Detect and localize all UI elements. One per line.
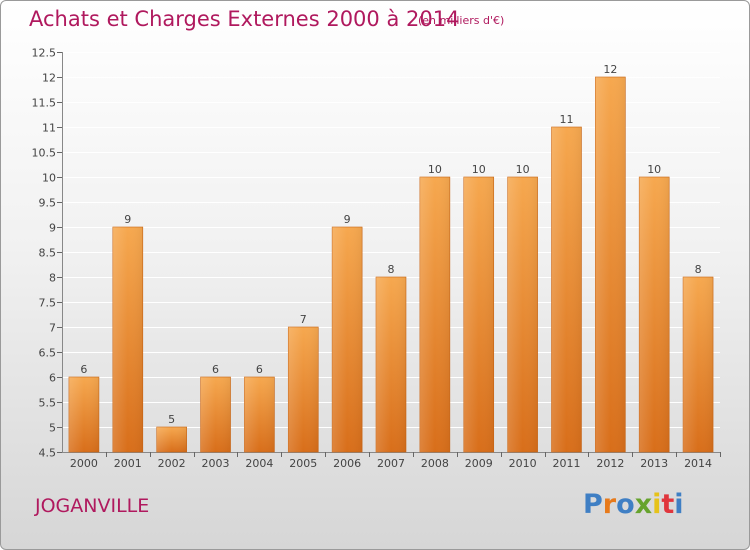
value-label: 9	[124, 213, 131, 226]
bar-shade	[332, 227, 363, 452]
x-tick-label: 2002	[158, 457, 186, 470]
bar-shade	[288, 327, 319, 452]
bar-shade	[419, 177, 450, 452]
city-name: JOGANVILLE	[35, 495, 150, 517]
y-tick-label: 8	[49, 272, 56, 285]
bar-shade	[683, 277, 714, 452]
y-tick-label: 5	[49, 422, 56, 435]
value-label: 9	[344, 213, 351, 226]
value-label: 10	[428, 163, 442, 176]
logo-letter: P	[583, 489, 603, 520]
chart-subtitle: (en milliers d'€)	[418, 14, 505, 27]
bar-shade	[200, 377, 231, 452]
y-tick-label: 8.5	[39, 247, 57, 260]
y-tick-label: 9	[49, 222, 56, 235]
value-label: 5	[168, 413, 175, 426]
y-tick-label: 7	[49, 322, 56, 335]
value-label: 6	[212, 363, 219, 376]
bar-shade	[551, 127, 582, 452]
logo-letter: t	[661, 489, 675, 520]
y-tick-label: 5.5	[39, 397, 57, 410]
y-tick-label: 9.5	[39, 197, 57, 210]
x-tick-label: 2013	[640, 457, 668, 470]
bar-shade	[595, 77, 626, 452]
x-tick-label: 2012	[596, 457, 624, 470]
value-label: 11	[559, 113, 573, 126]
bar-shade	[639, 177, 670, 452]
x-tick-label: 2014	[684, 457, 712, 470]
bar-shade	[68, 377, 99, 452]
x-tick-label: 2010	[509, 457, 537, 470]
x-tick-label: 2003	[202, 457, 230, 470]
y-tick-label: 12.5	[32, 47, 57, 60]
value-label: 6	[80, 363, 87, 376]
bar-shade	[376, 277, 406, 452]
y-tick-label: 7.5	[39, 297, 57, 310]
value-label: 12	[603, 63, 617, 76]
x-tick-label: 2000	[70, 457, 98, 470]
x-tick-label: 2001	[114, 457, 142, 470]
value-label: 10	[647, 163, 661, 176]
bar-shade	[463, 177, 494, 452]
logo-letter: i	[674, 489, 684, 520]
x-tick-label: 2009	[465, 457, 493, 470]
chart-title: Achats et Charges Externes 2000 à 2014	[29, 7, 460, 31]
bar-shade	[156, 427, 187, 452]
value-label: 8	[388, 263, 395, 276]
y-tick-label: 4.5	[39, 447, 57, 460]
proxiti-logo[interactable]: Proxiti	[583, 489, 684, 520]
value-label: 6	[256, 363, 263, 376]
value-label: 10	[472, 163, 486, 176]
logo-letter: o	[616, 489, 635, 520]
y-tick-label: 10	[42, 172, 56, 185]
value-label: 10	[516, 163, 530, 176]
y-tick-label: 6	[49, 372, 56, 385]
logo-letter: x	[634, 489, 653, 520]
value-label: 8	[695, 263, 702, 276]
x-tick-label: 2011	[552, 457, 580, 470]
y-tick-label: 10.5	[32, 147, 57, 160]
y-tick-label: 11	[42, 122, 56, 135]
bar-shade	[244, 377, 275, 452]
x-tick-label: 2008	[421, 457, 449, 470]
y-tick-label: 6.5	[39, 347, 57, 360]
logo-letter: r	[602, 489, 617, 520]
x-tick-label: 2007	[377, 457, 405, 470]
value-label: 7	[300, 313, 307, 326]
x-tick-label: 2006	[333, 457, 361, 470]
y-tick-label: 12	[42, 72, 56, 85]
bar-shade	[507, 177, 538, 452]
x-tick-label: 2005	[289, 457, 317, 470]
x-tick-label: 2004	[245, 457, 273, 470]
logo-letter: i	[652, 489, 662, 520]
y-tick-label: 11.5	[32, 97, 57, 110]
bar-shade	[112, 227, 143, 452]
